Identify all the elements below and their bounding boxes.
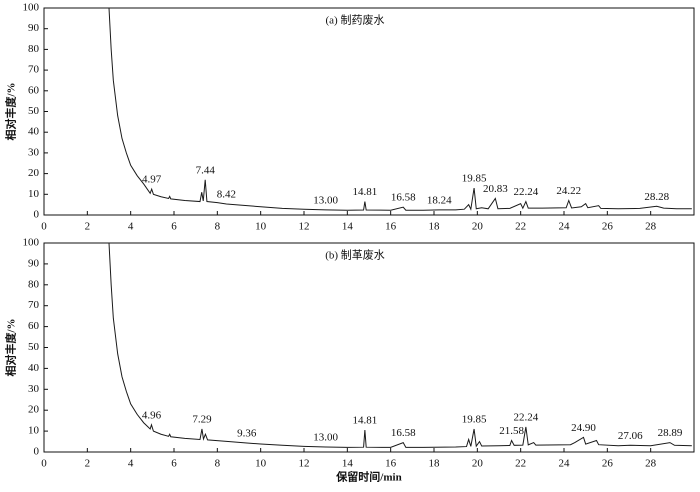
y-tick-label: 70 <box>28 299 40 311</box>
x-tick-label: 28 <box>645 221 657 233</box>
y-tick-label: 100 <box>23 237 40 249</box>
y-tick-label: 90 <box>28 22 40 34</box>
y-tick-label: 30 <box>28 383 40 395</box>
x-tick-label: 10 <box>255 458 267 470</box>
peak-label: 19.85 <box>462 173 487 185</box>
x-tick-label: 16 <box>385 458 397 470</box>
peak-label: 13.00 <box>313 432 338 444</box>
y-tick-label: 0 <box>34 209 40 221</box>
y-tick-label: 80 <box>28 278 40 290</box>
peak-label: 14.81 <box>353 415 378 427</box>
x-tick-label: 4 <box>128 458 134 470</box>
y-tick-label: 20 <box>28 404 40 416</box>
peak-label: 7.44 <box>196 164 216 176</box>
x-tick-label: 18 <box>429 458 441 470</box>
x-tick-label: 26 <box>602 221 614 233</box>
y-tick-label: 60 <box>28 84 40 96</box>
peak-label: 16.58 <box>391 192 416 204</box>
x-tick-label: 16 <box>385 221 397 233</box>
x-tick-label: 18 <box>429 221 441 233</box>
peak-label: 19.85 <box>462 414 487 426</box>
peak-label: 28.89 <box>658 427 683 439</box>
peak-label: 24.22 <box>556 185 581 197</box>
chromatogram-line <box>108 8 692 211</box>
x-tick-label: 24 <box>559 458 571 470</box>
peak-label: 20.83 <box>483 183 508 195</box>
x-tick-label: 6 <box>171 221 177 233</box>
y-tick-label: 10 <box>28 425 40 437</box>
y-axis-label: 相对丰度/% <box>4 318 18 376</box>
x-tick-label: 12 <box>299 221 310 233</box>
peak-label: 13.00 <box>313 194 338 206</box>
chromatogram-line <box>108 243 692 448</box>
x-tick-label: 26 <box>602 458 614 470</box>
y-tick-label: 50 <box>28 341 40 353</box>
y-tick-label: 60 <box>28 320 40 332</box>
x-tick-label: 2 <box>85 221 91 233</box>
y-axis-label: 相对丰度/% <box>4 82 18 140</box>
x-tick-label: 24 <box>559 221 571 233</box>
peak-label: 16.58 <box>391 427 416 439</box>
x-axis-label: 保留时间/min <box>335 470 401 484</box>
peak-label: 4.97 <box>142 174 162 186</box>
peak-label: 9.36 <box>237 428 257 440</box>
x-tick-label: 4 <box>128 221 134 233</box>
peak-label: 18.24 <box>427 194 452 206</box>
x-tick-label: 10 <box>255 221 267 233</box>
y-tick-label: 100 <box>23 2 40 14</box>
y-tick-label: 90 <box>28 257 40 269</box>
peak-label: 24.90 <box>571 422 596 434</box>
y-tick-label: 20 <box>28 167 40 179</box>
y-tick-label: 0 <box>34 446 40 458</box>
x-tick-label: 8 <box>215 221 221 233</box>
peak-label: 7.29 <box>192 414 212 426</box>
y-tick-label: 30 <box>28 146 40 158</box>
y-tick-label: 40 <box>28 362 40 374</box>
panel-title: (a) 制药废水 <box>326 13 385 27</box>
peak-label: 27.06 <box>618 430 643 442</box>
x-tick-label: 22 <box>515 221 526 233</box>
y-tick-label: 50 <box>28 105 40 117</box>
x-tick-label: 14 <box>342 458 354 470</box>
x-tick-label: 6 <box>171 458 177 470</box>
peak-label: 28.28 <box>644 191 669 203</box>
peak-label: 21.58 <box>499 425 524 437</box>
panel-title: (b) 制革废水 <box>325 248 385 262</box>
y-tick-label: 40 <box>28 126 40 138</box>
x-tick-label: 2 <box>85 458 91 470</box>
y-tick-label: 70 <box>28 64 40 76</box>
x-tick-label: 12 <box>299 458 310 470</box>
x-tick-label: 14 <box>342 221 354 233</box>
y-tick-label: 80 <box>28 43 40 55</box>
x-tick-label: 20 <box>472 221 484 233</box>
x-tick-label: 22 <box>515 458 526 470</box>
x-tick-label: 8 <box>215 458 221 470</box>
x-tick-label: 20 <box>472 458 484 470</box>
x-tick-label: 0 <box>41 458 47 470</box>
peak-label: 8.42 <box>217 189 236 201</box>
y-tick-label: 10 <box>28 188 40 200</box>
x-tick-label: 0 <box>41 221 47 233</box>
x-tick-label: 28 <box>645 458 657 470</box>
peak-label: 22.24 <box>513 186 538 198</box>
peak-label: 4.96 <box>142 409 162 421</box>
peak-label: 22.24 <box>513 411 538 423</box>
peak-label: 14.81 <box>353 186 378 198</box>
